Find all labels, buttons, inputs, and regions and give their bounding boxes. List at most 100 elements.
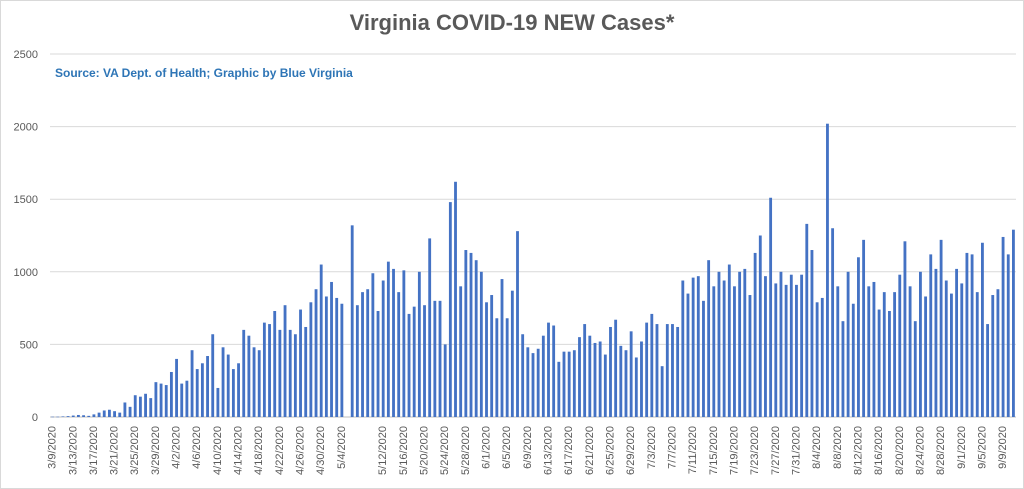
x-tick-label: 4/14/2020 xyxy=(233,426,245,475)
bar xyxy=(1001,236,1005,417)
x-tick-label: 9/9/2020 xyxy=(997,426,1009,469)
bar xyxy=(97,412,101,417)
bar xyxy=(381,280,385,417)
bar xyxy=(707,260,711,417)
bar xyxy=(164,385,168,417)
bars xyxy=(51,123,1015,418)
bar xyxy=(195,369,199,417)
bar xyxy=(795,284,798,417)
bar xyxy=(939,239,943,417)
x-tick-label: 6/13/2020 xyxy=(543,426,555,475)
bar xyxy=(350,225,354,417)
bar xyxy=(743,268,747,417)
x-tick-label: 6/5/2020 xyxy=(501,426,513,469)
bar xyxy=(686,293,690,417)
bar xyxy=(810,250,814,417)
bar xyxy=(727,264,731,417)
bar xyxy=(919,271,922,417)
bar xyxy=(169,371,173,417)
bar xyxy=(593,342,597,417)
bar xyxy=(175,358,178,417)
bar xyxy=(872,281,876,417)
bar xyxy=(624,350,628,417)
x-tick-label: 4/10/2020 xyxy=(212,426,224,475)
bar xyxy=(66,416,70,417)
bar xyxy=(671,324,674,417)
bar xyxy=(92,414,96,417)
bar xyxy=(438,300,442,417)
y-tick-label: 500 xyxy=(20,339,38,351)
bar xyxy=(61,416,65,417)
x-tick-label: 8/16/2020 xyxy=(873,426,885,475)
axes: 0 500 1000 1500 2000 2500 3/9/2020 3/13/2020 3/1… xyxy=(14,49,1010,475)
x-tick-label: 8/24/2020 xyxy=(914,426,926,475)
bar xyxy=(526,347,530,417)
bar xyxy=(154,382,158,417)
bar xyxy=(330,281,333,417)
y-tick-label: 0 xyxy=(32,412,38,424)
bar xyxy=(774,283,778,417)
bar xyxy=(412,306,416,417)
bar xyxy=(851,303,855,417)
x-tick-label: 9/5/2020 xyxy=(976,426,988,469)
bar xyxy=(366,289,370,417)
x-tick-label: 5/4/2020 xyxy=(336,426,348,469)
bar xyxy=(753,252,757,417)
x-tick-label: 4/2/2020 xyxy=(171,426,183,469)
x-tick-label: 3/13/2020 xyxy=(67,426,79,475)
bar xyxy=(986,324,990,417)
bar xyxy=(888,311,891,417)
bar xyxy=(319,264,323,417)
bar xyxy=(634,357,638,417)
bar xyxy=(278,329,282,417)
bar xyxy=(779,271,783,417)
bar xyxy=(138,396,142,417)
bar xyxy=(293,334,297,417)
bar xyxy=(913,321,917,417)
x-tick-label: 7/19/2020 xyxy=(728,426,740,475)
x-tick-label: 7/7/2020 xyxy=(666,426,678,469)
y-tick-label: 1000 xyxy=(14,267,38,279)
bar xyxy=(665,324,669,417)
bar xyxy=(547,322,550,417)
bar xyxy=(572,350,576,417)
bar xyxy=(841,321,845,417)
bar xyxy=(113,411,116,417)
bar xyxy=(417,271,421,417)
bar xyxy=(521,334,525,417)
bar xyxy=(459,286,463,417)
bar xyxy=(474,260,478,417)
bar xyxy=(355,305,359,417)
bar xyxy=(970,254,974,417)
bar xyxy=(733,286,736,417)
bar xyxy=(500,279,504,417)
x-tick-label: 6/21/2020 xyxy=(584,426,596,475)
x-tick-label: 3/17/2020 xyxy=(88,426,100,475)
bar xyxy=(645,322,649,417)
bar xyxy=(603,354,607,417)
bar xyxy=(696,276,700,417)
bar xyxy=(190,350,194,417)
y-tick-label: 2000 xyxy=(14,122,38,134)
x-tick-label: 5/24/2020 xyxy=(439,426,451,475)
bar xyxy=(598,341,602,417)
bar xyxy=(231,369,235,417)
bar xyxy=(56,416,60,418)
x-tick-label: 6/25/2020 xyxy=(604,426,616,475)
bar xyxy=(216,387,220,417)
bar xyxy=(588,335,592,417)
bar xyxy=(660,366,664,417)
bar xyxy=(552,325,556,417)
bar xyxy=(464,250,468,417)
bar xyxy=(479,271,483,417)
bar xyxy=(882,292,886,417)
bar xyxy=(877,309,881,417)
bar xyxy=(1012,229,1015,417)
bar xyxy=(288,329,292,417)
bar xyxy=(867,286,871,417)
bar xyxy=(893,292,897,417)
bar xyxy=(361,292,364,417)
bar xyxy=(516,231,519,417)
bar xyxy=(944,280,948,417)
